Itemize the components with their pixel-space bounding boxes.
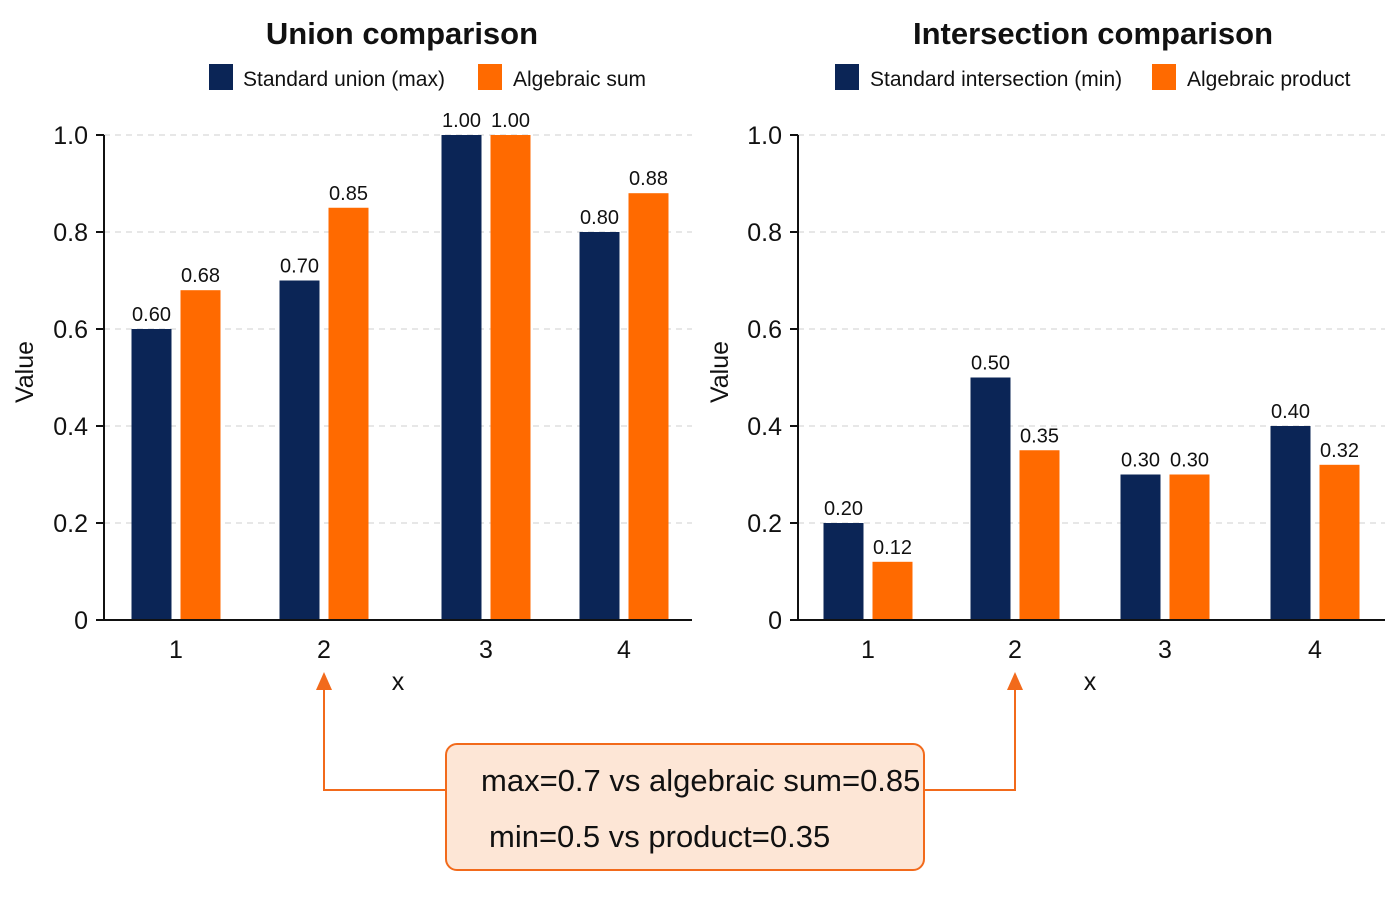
chart1-title: Union comparison bbox=[266, 16, 538, 51]
chart1-bar-s1-2 bbox=[279, 280, 320, 620]
chart1-data-label-s1-4: 0.80 bbox=[580, 207, 619, 229]
chart2-y-tick-label: 0.6 bbox=[747, 316, 782, 344]
chart2-x-tick-label-3: 3 bbox=[1158, 636, 1172, 664]
callout-line-2: min=0.5 vs product=0.35 bbox=[489, 819, 831, 854]
chart2-bar-s2-1 bbox=[872, 561, 913, 620]
chart1-bar-s1-3 bbox=[441, 135, 482, 620]
callout-arrow-right-head bbox=[1007, 672, 1023, 690]
chart2-bar-s2-4 bbox=[1319, 464, 1360, 620]
chart2-title: Intersection comparison bbox=[913, 16, 1273, 51]
chart2-bar-s2-3 bbox=[1169, 474, 1210, 620]
chart1-bar-s2-4 bbox=[628, 193, 669, 620]
chart2-data-label-s2-3: 0.30 bbox=[1170, 450, 1209, 472]
chart1-bar-s2-1 bbox=[180, 290, 221, 620]
chart2-x-tick-label-2: 2 bbox=[1008, 636, 1022, 664]
chart2-legend-swatch-2 bbox=[1152, 64, 1176, 90]
chart1-y-tick-label: 0.2 bbox=[53, 510, 88, 538]
chart1-y-tick-label: 0.8 bbox=[53, 219, 88, 247]
chart2-x-tick-label-1: 1 bbox=[861, 636, 875, 664]
chart2-x-axis-label: x bbox=[1084, 668, 1097, 696]
chart2-data-label-s1-1: 0.20 bbox=[824, 498, 863, 520]
chart1-x-tick-label-4: 4 bbox=[617, 636, 631, 664]
chart2-y-tick-label: 0.8 bbox=[747, 219, 782, 247]
chart2-bar-s1-3 bbox=[1120, 474, 1161, 620]
chart1-data-label-s2-3: 1.00 bbox=[491, 110, 530, 132]
chart2-y-tick-label: 1.0 bbox=[747, 122, 782, 150]
chart1-data-label-s2-4: 0.88 bbox=[629, 168, 668, 190]
chart1-data-label-s1-1: 0.60 bbox=[132, 304, 171, 326]
callout-arrow-left-head bbox=[316, 672, 332, 690]
chart2-y-tick-label: 0 bbox=[768, 607, 782, 635]
chart1-x-tick-label-2: 2 bbox=[317, 636, 331, 664]
chart2-y-tick-label: 0.4 bbox=[747, 413, 782, 441]
chart2-legend-label-1: Standard intersection (min) bbox=[870, 68, 1122, 91]
chart1-data-label-s1-3: 1.00 bbox=[442, 110, 481, 132]
chart1-data-label-s2-1: 0.68 bbox=[181, 265, 220, 287]
chart2-y-tick-label: 0.2 bbox=[747, 510, 782, 538]
chart1-bar-s1-1 bbox=[131, 329, 172, 620]
chart1-legend-swatch-1 bbox=[209, 64, 233, 90]
chart2-y-axis-label: Value bbox=[706, 341, 734, 403]
chart2-x-tick-label-4: 4 bbox=[1308, 636, 1322, 664]
chart1-bar-s2-2 bbox=[328, 207, 369, 620]
chart2-legend-label-2: Algebraic product bbox=[1187, 68, 1351, 91]
chart2-data-label-s2-2: 0.35 bbox=[1020, 425, 1059, 447]
callout-line-1: max=0.7 vs algebraic sum=0.85 bbox=[481, 763, 921, 798]
chart2-bar-s1-2 bbox=[970, 377, 1011, 620]
chart2-data-label-s1-2: 0.50 bbox=[971, 353, 1010, 375]
chart2-data-label-s1-4: 0.40 bbox=[1271, 401, 1310, 423]
chart2-data-label-s2-4: 0.32 bbox=[1320, 440, 1359, 462]
chart1-data-label-s2-2: 0.85 bbox=[329, 183, 368, 205]
chart2-bar-s1-4 bbox=[1270, 426, 1311, 620]
chart1-y-axis-label: Value bbox=[11, 341, 39, 403]
chart1-x-tick-label-3: 3 bbox=[479, 636, 493, 664]
chart2-bar-s2-2 bbox=[1019, 450, 1060, 620]
chart1-legend-label-1: Standard union (max) bbox=[243, 68, 445, 91]
chart1-y-tick-label: 0 bbox=[74, 607, 88, 635]
chart1-data-label-s1-2: 0.70 bbox=[280, 256, 319, 278]
chart1-y-tick-label: 1.0 bbox=[53, 122, 88, 150]
chart1-x-axis-label: x bbox=[392, 668, 405, 696]
callout-arrow-right-line bbox=[925, 688, 1016, 791]
chart1-y-tick-label: 0.4 bbox=[53, 413, 88, 441]
chart2-bar-s1-1 bbox=[823, 523, 864, 620]
callout-arrow-left-line bbox=[323, 688, 445, 791]
chart1-bar-s1-4 bbox=[579, 232, 620, 620]
chart2-data-label-s1-3: 0.30 bbox=[1121, 450, 1160, 472]
annotation-callout: max=0.7 vs algebraic sum=0.85 min=0.5 vs… bbox=[445, 743, 925, 871]
chart1-legend-swatch-2 bbox=[478, 64, 502, 90]
chart1-bar-s2-3 bbox=[490, 135, 531, 620]
chart1-legend-label-2: Algebraic sum bbox=[513, 68, 646, 91]
chart1-y-tick-label: 0.6 bbox=[53, 316, 88, 344]
chart2-legend-swatch-1 bbox=[835, 64, 859, 90]
chart2-data-label-s2-1: 0.12 bbox=[873, 537, 912, 559]
chart1-x-tick-label-1: 1 bbox=[169, 636, 183, 664]
